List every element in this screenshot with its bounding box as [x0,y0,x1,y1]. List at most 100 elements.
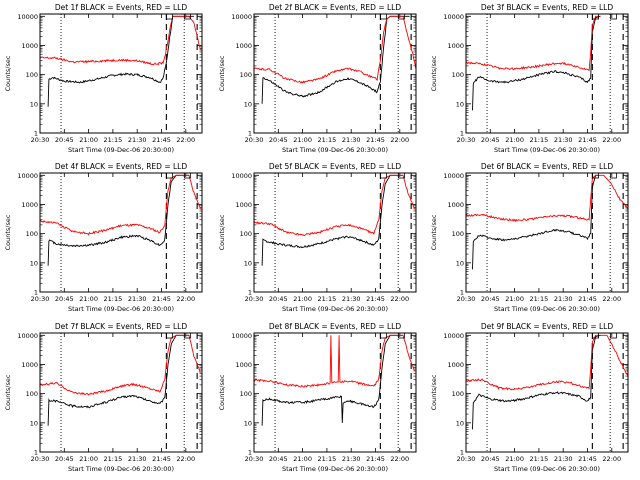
series-events-line [261,334,403,426]
x-tick-label: 21:00 [293,136,312,144]
x-tick-label: 20:30 [457,295,476,303]
x-tick-label: 21:45 [366,136,385,144]
plot-frame [465,13,629,134]
y-axis-label: Counts/sec [218,55,226,91]
x-axis-label: Start Time (09-Dec-06 20:30:00) [494,465,600,473]
panel-title: Det 4f BLACK = Events, RED = LLD [55,162,188,171]
panel-title: Det 5f BLACK = Events, RED = LLD [269,162,402,171]
panel-title: Det 3f BLACK = Events, RED = LLD [481,3,614,12]
panel-det-5: Det 5f BLACK = Events, RED = LLD Counts/s… [218,162,417,313]
series-lld-line [465,15,601,72]
y-tick-label: 10 [244,100,252,108]
y-tick-label: 1 [248,449,252,457]
x-tick-label: 21:00 [505,295,524,303]
x-axis-label: Start Time (09-Dec-06 20:30:00) [282,146,388,154]
x-tick-label: 21:15 [104,455,123,463]
series-lld-line [253,334,415,388]
x-tick-label: 20:45 [55,295,74,303]
x-axis-label: Start Time (09-Dec-06 20:30:00) [68,146,174,154]
series-events-line [261,174,403,266]
panel-det-4: Det 4f BLACK = Events, RED = LLD Counts/s… [4,162,203,313]
y-tick-label: 100 [452,71,464,79]
x-tick-label: 21:45 [152,455,171,463]
x-tick-label: 21:00 [293,295,312,303]
panel-title: Det 1f BLACK = Events, RED = LLD [55,3,188,12]
x-tick-label: 20:30 [31,136,50,144]
y-tick-label: 10000 [17,172,38,180]
y-tick-label: 10 [244,419,252,427]
series-events-line [472,15,601,111]
x-tick-label: 21:45 [366,295,385,303]
x-tick-label: 21:15 [104,295,123,303]
y-axis-label: Counts/sec [430,214,438,250]
panel-det-3: Det 3f BLACK = Events, RED = LLD Counts/s… [430,3,629,154]
plot-frame [39,13,203,134]
y-axis-label: Counts/sec [430,55,438,91]
x-tick-label: 21:30 [342,295,361,303]
panel-det-9: Det 9f BLACK = Events, RED = LLD Counts/s… [430,322,629,473]
series-events-line [47,334,189,426]
panel-det-7: Det 7f BLACK = Events, RED = LLD Counts/s… [4,322,203,473]
y-tick-label: 100 [26,390,38,398]
x-tick-label: 20:45 [55,455,74,463]
y-tick-label: 100 [240,230,252,238]
x-tick-label: 21:30 [342,455,361,463]
x-tick-label: 21:30 [128,136,147,144]
panel-title: Det 2f BLACK = Events, RED = LLD [269,3,402,12]
y-tick-label: 10000 [231,172,252,180]
x-tick-label: 21:45 [578,295,597,303]
panel-det-8: Det 8f BLACK = Events, RED = LLD Counts/s… [218,322,417,473]
plot-frame [253,13,417,134]
x-tick-label: 21:00 [79,295,98,303]
series-lld-line [465,174,629,223]
x-tick-label: 21:15 [530,136,549,144]
y-tick-label: 1 [34,130,38,138]
y-axis-label: Counts/sec [430,374,438,410]
y-tick-label: 100 [26,230,38,238]
top-box-marker [166,13,174,20]
series-lld-line [39,174,201,236]
plot-frame [39,172,203,293]
x-tick-label: 22:00 [176,455,195,463]
x-axis-label: Start Time (09-Dec-06 20:30:00) [282,305,388,313]
x-tick-label: 21:00 [505,455,524,463]
y-tick-label: 100 [452,230,464,238]
y-tick-label: 10 [30,100,38,108]
series-events-line [47,174,189,266]
x-tick-label: 21:30 [128,295,147,303]
x-tick-label: 20:30 [245,295,264,303]
x-tick-label: 22:00 [390,455,409,463]
top-box-marker [380,172,388,179]
x-tick-label: 20:45 [481,136,500,144]
series-lld-line [465,334,629,391]
x-tick-label: 20:30 [457,455,476,463]
y-axis-label: Counts/sec [218,374,226,410]
panel-det-2: Det 2f BLACK = Events, RED = LLD Counts/s… [218,3,417,154]
x-axis-label: Start Time (09-Dec-06 20:30:00) [494,146,600,154]
series-events-line [261,15,410,104]
y-tick-label: 1 [248,130,252,138]
plot-frame [39,332,203,453]
x-tick-label: 20:30 [245,136,264,144]
x-tick-label: 21:15 [530,295,549,303]
y-tick-label: 1 [460,289,464,297]
y-tick-label: 1 [34,449,38,457]
x-tick-label: 21:30 [342,136,361,144]
top-box-marker [610,172,617,179]
x-tick-label: 20:45 [481,455,500,463]
y-tick-label: 1 [460,449,464,457]
y-tick-label: 10000 [443,13,464,21]
x-tick-label: 21:00 [79,136,98,144]
x-tick-label: 20:45 [55,136,74,144]
x-tick-label: 20:45 [481,295,500,303]
top-box-marker [166,172,174,179]
y-tick-label: 100 [452,390,464,398]
y-tick-label: 100 [26,71,38,79]
y-tick-label: 10 [456,259,464,267]
panel-title: Det 9f BLACK = Events, RED = LLD [481,322,614,331]
y-tick-label: 1000 [447,42,464,50]
y-tick-label: 100 [240,390,252,398]
x-tick-label: 21:15 [104,136,123,144]
x-tick-label: 21:45 [152,136,171,144]
